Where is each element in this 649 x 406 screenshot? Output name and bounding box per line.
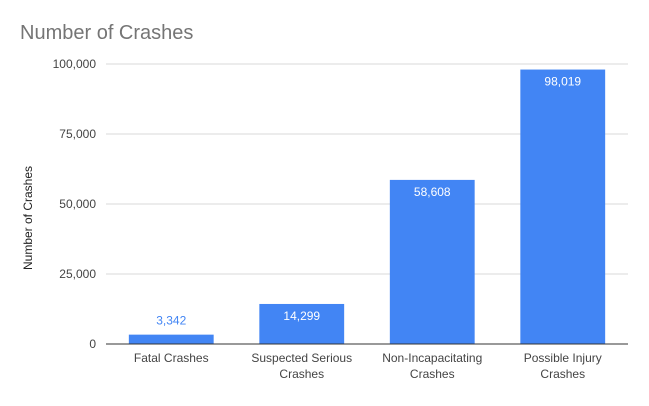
bar: [259, 303, 345, 344]
y-axis-ticks: 0 25,000 50,000 75,000 100,000: [53, 57, 97, 351]
x-axis-ticks: Fatal Crashes Suspected Serious Crashes Non…: [134, 351, 602, 381]
data-labels: 3,342 14,299 58,608 98,019: [156, 75, 581, 328]
y-tick-label: 100,000: [53, 57, 97, 71]
data-label: 58,608: [414, 185, 451, 199]
x-tick-label: Non-Incapacitating Crashes: [382, 351, 482, 381]
bar: [128, 334, 214, 344]
data-label: 14,299: [283, 309, 320, 323]
data-label: 98,019: [544, 75, 581, 89]
x-tick-label: Suspected Serious Crashes: [251, 351, 352, 381]
chart-title: Number of Crashes: [20, 22, 193, 44]
data-label: 3,342: [156, 314, 186, 328]
y-tick-label: 0: [89, 337, 96, 351]
bar: [389, 179, 475, 344]
x-tick-label: Possible Injury Crashes: [524, 351, 602, 381]
y-tick-label: 25,000: [59, 267, 96, 281]
y-tick-label: 75,000: [59, 127, 96, 141]
y-tick-label: 50,000: [59, 197, 96, 211]
y-axis-label: Number of Crashes: [21, 166, 35, 270]
bar: [520, 69, 606, 344]
x-tick-label: Fatal Crashes: [134, 351, 209, 365]
bars: [128, 69, 606, 344]
